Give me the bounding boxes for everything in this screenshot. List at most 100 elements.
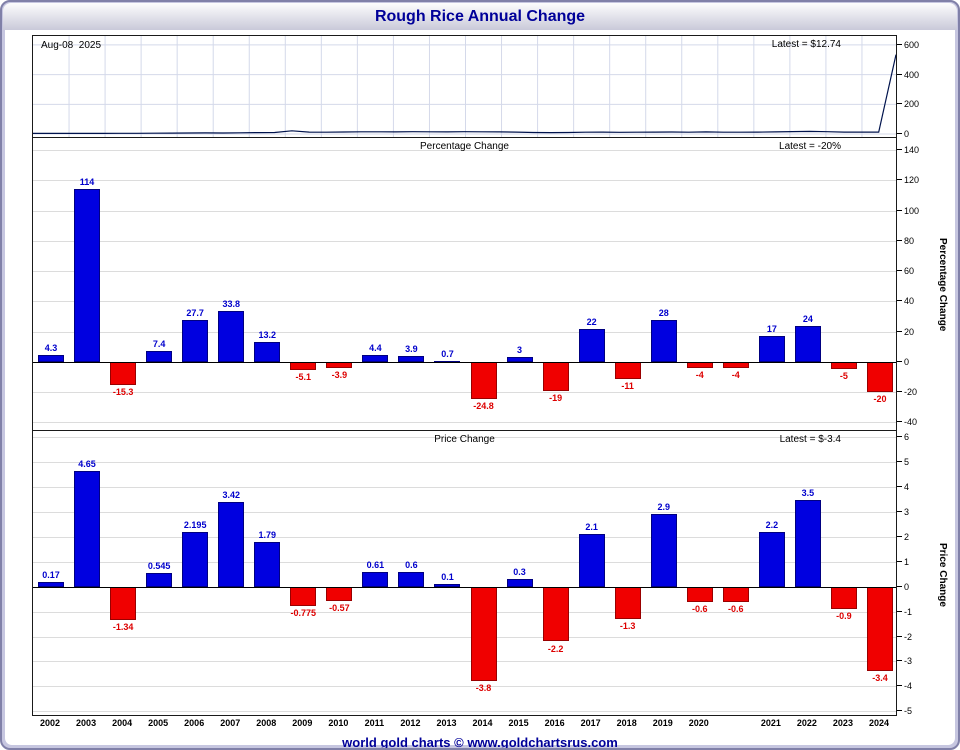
bar bbox=[686, 586, 713, 602]
y-tick-mark bbox=[897, 300, 902, 302]
bar bbox=[758, 336, 785, 362]
bar-value-label: -15.3 bbox=[112, 387, 134, 398]
bar-value-label: -3.8 bbox=[475, 683, 492, 694]
grid-line bbox=[33, 422, 896, 424]
bar bbox=[650, 319, 677, 362]
grid-line bbox=[33, 240, 896, 242]
bar bbox=[506, 579, 533, 587]
bar bbox=[830, 361, 857, 370]
grid-line bbox=[33, 392, 896, 394]
grid-line bbox=[33, 271, 896, 273]
bar bbox=[182, 532, 209, 587]
bar-value-label: -5.1 bbox=[295, 371, 312, 382]
y-tick-mark bbox=[897, 330, 902, 332]
price-change-panel: Price Change Latest = $-3.4 0.17 4.65 -1.3… bbox=[32, 430, 897, 716]
grid-line bbox=[33, 536, 896, 538]
footer-credit-link[interactable]: world gold charts © www.goldchartsrus.co… bbox=[342, 735, 618, 750]
y-tick-mark bbox=[897, 43, 902, 45]
bar-value-label: 1.79 bbox=[258, 530, 277, 541]
bar bbox=[146, 350, 173, 362]
bar bbox=[326, 586, 353, 601]
y-tick-mark bbox=[897, 635, 902, 637]
price-history-panel: Aug-08 2025 Latest = $12.74 bbox=[32, 35, 897, 138]
y-tick-label: 6 bbox=[904, 432, 910, 443]
chart-area: Aug-08 2025 Latest = $12.74 Percentage C… bbox=[5, 30, 955, 748]
grid-line bbox=[33, 150, 896, 152]
y-tick-label: 0 bbox=[904, 356, 910, 367]
bar-value-label: -4 bbox=[731, 369, 740, 380]
bar bbox=[218, 501, 245, 587]
chart-title: Rough Rice Annual Change bbox=[374, 8, 586, 25]
bar bbox=[506, 357, 533, 362]
grid-line bbox=[33, 180, 896, 182]
y-tick-mark bbox=[897, 391, 902, 393]
x-axis-year-label: 2018 bbox=[616, 718, 637, 728]
x-axis-year-label: 2022 bbox=[796, 718, 817, 728]
bar bbox=[290, 361, 317, 370]
bar bbox=[254, 542, 281, 587]
x-axis-year-label: 2023 bbox=[832, 718, 853, 728]
bar-value-label: -20 bbox=[873, 394, 887, 405]
bar-value-label: 22 bbox=[586, 316, 597, 327]
bar-value-label: -2.2 bbox=[547, 643, 564, 654]
bar bbox=[146, 573, 173, 587]
y-tick-mark bbox=[897, 421, 902, 423]
y-tick-label: 0 bbox=[904, 129, 910, 140]
y-tick-label: 0 bbox=[904, 581, 910, 592]
y-tick-mark bbox=[897, 535, 902, 537]
bar bbox=[398, 356, 425, 362]
x-axis-year-label: 2024 bbox=[868, 718, 889, 728]
y-tick-mark bbox=[897, 461, 902, 463]
bar-value-label: -1.34 bbox=[112, 622, 134, 633]
bar bbox=[38, 582, 65, 587]
bar bbox=[398, 571, 425, 587]
price-change-title: Price Change bbox=[434, 434, 495, 445]
x-axis-year-label: 2013 bbox=[436, 718, 457, 728]
bar bbox=[434, 584, 461, 587]
grid-line bbox=[33, 210, 896, 212]
x-axis-year-label: 2016 bbox=[544, 718, 565, 728]
bar-value-label: 4.4 bbox=[369, 343, 382, 354]
title-bar: Rough Rice Annual Change bbox=[3, 3, 957, 30]
bar-value-label: 4.65 bbox=[78, 458, 96, 469]
price-history-line-chart bbox=[33, 36, 896, 137]
bar-value-label: -19 bbox=[549, 392, 563, 403]
bar bbox=[362, 355, 389, 362]
y-tick-mark bbox=[897, 73, 902, 75]
bar-value-label: 13.2 bbox=[258, 329, 277, 340]
y-tick-label: 4 bbox=[904, 482, 910, 493]
grid-line bbox=[33, 511, 896, 513]
zero-axis-line bbox=[33, 361, 896, 363]
bar bbox=[542, 361, 569, 391]
y-tick-mark bbox=[897, 486, 902, 488]
y-tick-mark bbox=[897, 149, 902, 151]
bar bbox=[470, 586, 497, 682]
y-tick-mark bbox=[897, 510, 902, 512]
bar-value-label: 4.3 bbox=[44, 343, 58, 354]
x-axis-year-label: 2004 bbox=[112, 718, 133, 728]
x-axis-year-label: 2017 bbox=[580, 718, 601, 728]
bar bbox=[758, 531, 785, 587]
bar bbox=[650, 514, 677, 587]
bar bbox=[38, 355, 65, 362]
bar-value-label: 17 bbox=[766, 324, 777, 335]
date-label: Aug-08 2025 bbox=[41, 40, 102, 51]
y-tick-mark bbox=[897, 133, 902, 135]
bar bbox=[722, 586, 749, 602]
grid-line bbox=[33, 711, 896, 713]
x-axis-year-label: 2002 bbox=[40, 718, 61, 728]
bar-value-label: 28 bbox=[658, 307, 669, 318]
y-tick-mark bbox=[897, 239, 902, 241]
y-tick-label: 80 bbox=[904, 235, 915, 246]
latest-price-change-label: Latest = $-3.4 bbox=[779, 434, 841, 445]
x-axis-year-label: 2020 bbox=[688, 718, 709, 728]
bar-value-label: -11 bbox=[621, 380, 634, 391]
bar-value-label: 3.42 bbox=[222, 489, 240, 500]
y-tick-label: -5 bbox=[904, 706, 913, 717]
y-tick-label: -1 bbox=[904, 606, 913, 617]
bar bbox=[614, 361, 641, 379]
bar-value-label: -24.8 bbox=[473, 401, 494, 412]
bar-value-label: -0.6 bbox=[728, 603, 744, 614]
y-tick-label: 120 bbox=[904, 175, 920, 186]
